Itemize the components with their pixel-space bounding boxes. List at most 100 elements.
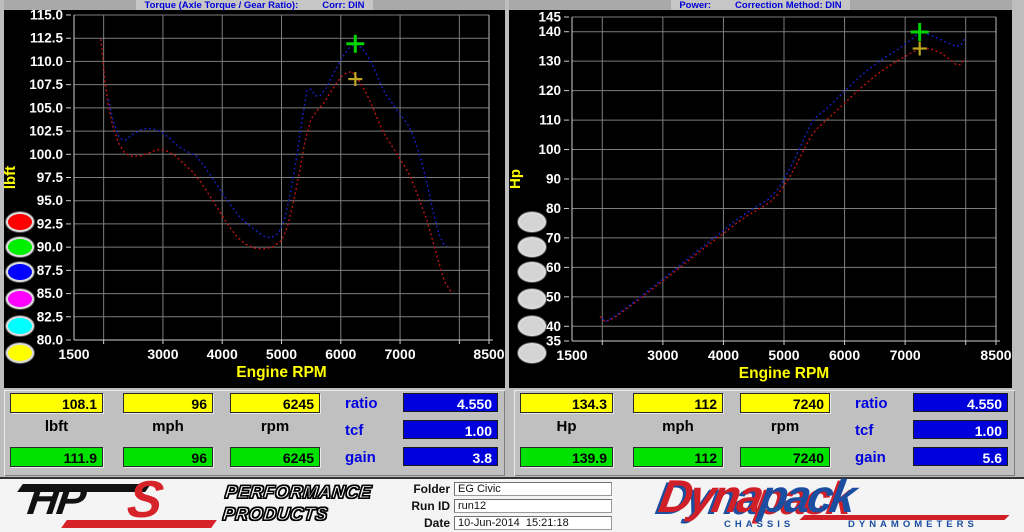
run-select-button-1[interactable] [6,212,34,232]
date-input[interactable]: 10-Jun-2014 15:21:18 [454,516,612,530]
power-chart-titlebar: Power: Correction Method: DIN [509,0,1012,11]
y-tick-label: 50 [546,289,561,304]
y-tick-label: 90.0 [37,240,63,255]
x-tick-label: 3000 [147,346,178,362]
y-tick-label: 100.0 [29,147,63,162]
y-tick-label: 140 [538,24,561,39]
gain-value[interactable]: 3.8 [403,447,498,466]
torque-chart-titlebar: Torque (Axle Torque / Gear Ratio): Corr:… [4,0,505,11]
unit-label-mph: mph [152,418,184,435]
y-tick-label: 70 [546,230,561,245]
cursor2-rpm-value: 6245 [230,447,320,467]
y-tick-label: 115.0 [30,10,63,23]
cursor-power-value: 134.3 [520,393,613,413]
cursor2-rpm-value: 7240 [740,447,830,467]
x-tick-label: 5000 [266,346,297,362]
y-tick-label: 80.0 [37,333,63,348]
y-tick-label: 35 [546,334,562,349]
y-axis-unit-label: lbft [4,166,19,189]
curve-red [599,47,966,323]
y-tick-label: 40 [546,319,561,334]
y-tick-label: 92.5 [37,216,64,231]
y-tick-label: 87.5 [37,263,64,278]
x-tick-label: 3000 [647,347,678,363]
ratio-value[interactable]: 4.550 [403,393,498,412]
run-select-button-1[interactable] [518,212,546,232]
tcf-value[interactable]: 1.00 [403,420,498,439]
y-tick-label: 82.5 [37,309,64,324]
tcf-label: tcf [855,422,874,439]
y-tick-label: 105.0 [29,100,63,115]
hps-tagline: PERFORMANCE PRODUCTS [221,481,387,525]
footer-bar: HP S PERFORMANCE PRODUCTS Folder EG Civi… [0,470,1024,532]
run-select-button-5[interactable] [6,316,34,336]
y-tick-label: 107.5 [29,77,63,92]
run-select-button-3[interactable] [6,262,34,282]
dynapack-text-dyna: Dyna [655,470,766,522]
cursor-torque-value: 108.1 [10,393,103,413]
cursor2-speed-value: 112 [633,447,723,467]
run-select-button-4[interactable] [518,289,546,309]
y-tick-label: 102.5 [29,124,63,139]
y-tick-label: 112.5 [30,31,64,46]
runid-label: Run ID [411,499,450,513]
y-axis-unit-label: Hp [509,169,524,189]
gain-label: gain [855,449,886,466]
run-select-button-5[interactable] [518,316,546,336]
cursor2-power-value: 139.9 [520,447,613,467]
run-select-button-2[interactable] [6,237,34,257]
run-select-button-3[interactable] [518,262,546,282]
cursor-speed-value: 96 [123,393,213,413]
x-tick-label: 8500 [980,347,1011,363]
cursor-rpm-value: 6245 [230,393,320,413]
unit-label-lbft: lbft [44,418,69,435]
torque-chart-panel: 115.0 112.5 110.0 107.5 105.0 102.5 100.0 97.5 9… [4,10,505,388]
x-axis-title: Engine RPM [236,364,326,381]
y-tick-label: 110 [539,113,561,128]
cursor-speed-value: 112 [633,393,723,413]
gain-label: gain [345,449,376,466]
tcf-label: tcf [345,422,364,439]
x-tick-label: 7000 [384,346,415,362]
power-chart-title: Power: [679,0,712,11]
power-correction-label: Correction Method: DIN [735,0,842,11]
y-tick-label: 110.0 [30,54,63,69]
run-select-button-6[interactable] [518,343,546,363]
x-tick-label: 1500 [58,346,89,362]
torque-correction-label: Corr: DIN [322,0,365,11]
dynapack-wordmark: Dynapack [655,469,858,523]
y-tick-label: 145 [538,10,561,25]
x-tick-label: 7000 [890,347,921,363]
tcf-value[interactable]: 1.00 [913,420,1008,439]
y-tick-label: 80 [546,201,561,216]
gain-value[interactable]: 5.6 [913,447,1008,466]
run-select-button-4[interactable] [6,289,34,309]
y-tick-label: 120 [538,83,561,98]
unit-label-rpm: rpm [260,418,290,435]
ratio-value[interactable]: 4.550 [913,393,1008,412]
x-tick-label: 1500 [556,347,587,363]
date-label: Date [423,516,450,530]
run-select-button-6[interactable] [6,343,34,363]
run-select-button-2[interactable] [518,237,546,257]
x-tick-label: 4000 [207,346,238,362]
runid-input[interactable]: run12 [454,499,612,513]
curve-blue [601,31,966,323]
hps-logo: HP S [6,471,218,530]
x-tick-label: 8500 [473,346,504,362]
dynapack-chassis-text: CHASSIS [724,519,795,530]
unit-label-hp: Hp [556,418,577,435]
dynapack-text-pack: pack [755,470,858,522]
y-tick-label: 60 [546,260,561,275]
curve-red [100,39,455,293]
folder-label: Folder [413,482,450,496]
folder-input[interactable]: EG Civic [454,482,612,496]
hps-tagline-line2: PRODUCTS [221,503,329,524]
x-tick-label: 5000 [768,347,799,363]
x-tick-label: 4000 [708,347,739,363]
unit-label-mph: mph [662,418,694,435]
y-tick-label: 100 [538,142,561,157]
hps-tagline-line1: PERFORMANCE [224,481,374,502]
